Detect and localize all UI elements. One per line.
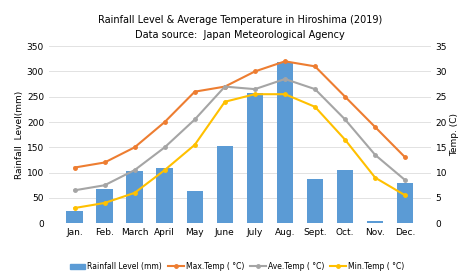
Bar [246,93,263,223]
Min.Temp ( °C) [222,100,228,103]
Ave.Temp ( °C) [222,85,228,88]
Min.Temp ( °C) [282,93,288,96]
Max.Temp ( °C) [132,146,137,149]
Max.Temp ( °C) [282,60,288,63]
Max.Temp ( °C) [372,125,378,129]
Min.Temp ( °C) [312,105,318,109]
Ave.Temp ( °C) [162,146,167,149]
Max.Temp ( °C) [222,85,228,88]
Max.Temp ( °C) [402,156,408,159]
Bar [307,179,323,223]
Legend: Rainfall Level (mm), Max.Temp ( °C), Ave.Temp ( °C), Min.Temp ( °C): Rainfall Level (mm), Max.Temp ( °C), Ave… [67,260,407,273]
Bar [217,146,233,223]
Ave.Temp ( °C) [102,184,108,187]
Ave.Temp ( °C) [72,189,77,192]
Min.Temp ( °C) [72,206,77,210]
Ave.Temp ( °C) [312,88,318,91]
Line: Max.Temp ( °C): Max.Temp ( °C) [73,60,407,169]
Bar [66,211,83,223]
Ave.Temp ( °C) [282,77,288,81]
Line: Min.Temp ( °C): Min.Temp ( °C) [73,93,407,210]
Bar [156,168,173,223]
Min.Temp ( °C) [342,138,348,141]
Ave.Temp ( °C) [342,118,348,121]
Bar [337,170,354,223]
Min.Temp ( °C) [252,93,258,96]
Max.Temp ( °C) [72,166,77,169]
Max.Temp ( °C) [102,161,108,164]
Min.Temp ( °C) [102,201,108,205]
Line: Ave.Temp ( °C): Ave.Temp ( °C) [73,77,407,192]
Max.Temp ( °C) [342,95,348,98]
Min.Temp ( °C) [132,191,137,194]
Min.Temp ( °C) [402,194,408,197]
Max.Temp ( °C) [312,65,318,68]
Bar [277,62,293,223]
Ave.Temp ( °C) [372,153,378,157]
Title: Rainfall Level & Average Temperature in Hiroshima (2019)
Data source:  Japan Met: Rainfall Level & Average Temperature in … [98,15,382,40]
Min.Temp ( °C) [162,168,167,172]
Bar [127,171,143,223]
Ave.Temp ( °C) [402,179,408,182]
Bar [96,189,113,223]
Y-axis label: Temp. (C): Temp. (C) [450,113,459,156]
Ave.Temp ( °C) [132,168,137,172]
Max.Temp ( °C) [192,90,198,93]
Bar [397,183,413,223]
Max.Temp ( °C) [252,70,258,73]
Max.Temp ( °C) [162,120,167,124]
Ave.Temp ( °C) [192,118,198,121]
Min.Temp ( °C) [192,143,198,147]
Min.Temp ( °C) [372,176,378,179]
Bar [186,191,203,223]
Ave.Temp ( °C) [252,88,258,91]
Y-axis label: Rainfall  Level(mm): Rainfall Level(mm) [15,91,24,179]
Bar [367,221,383,223]
